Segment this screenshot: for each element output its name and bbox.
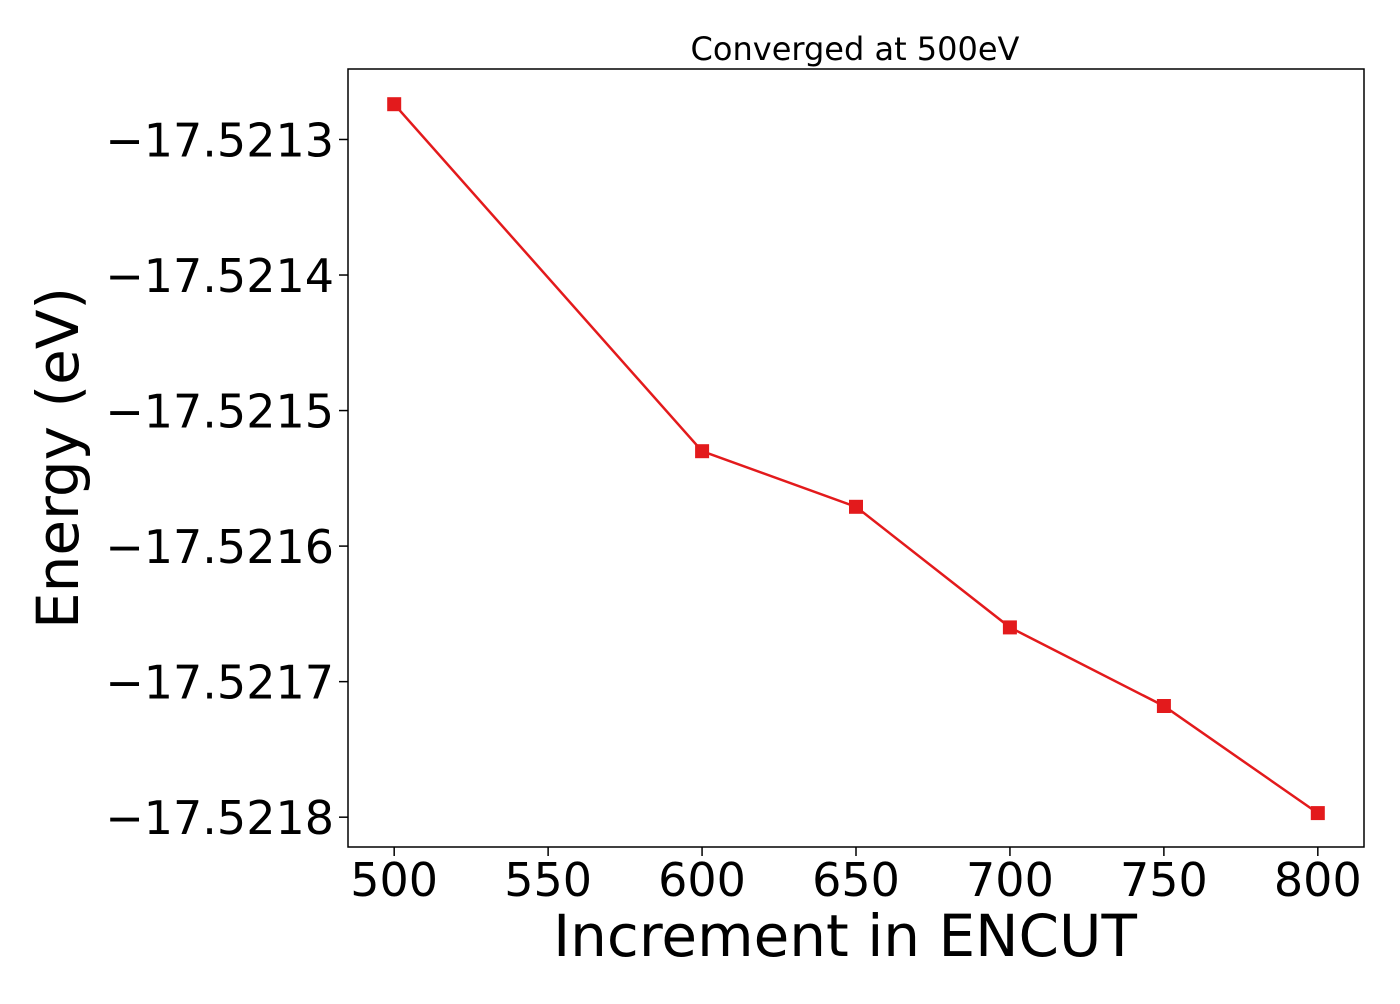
data-point-marker [849, 499, 863, 514]
y-tick-label: −17.5214 [105, 249, 334, 303]
chart-title: Converged at 500eV [691, 30, 1020, 68]
x-tick-label: 550 [504, 853, 592, 907]
x-tick-label: 750 [1120, 853, 1208, 907]
x-tick-label: 500 [350, 853, 438, 907]
x-tick-label: 700 [966, 853, 1054, 907]
y-axis-label: Energy (eV) [24, 287, 92, 629]
x-tick-label: 650 [812, 853, 900, 907]
series-line [393, 103, 1319, 815]
y-tick-label: −17.5215 [105, 385, 334, 439]
data-point-marker [1156, 699, 1171, 713]
x-axis-label: Increment in ENCUT [553, 902, 1137, 970]
y-tick-label: −17.5218 [105, 791, 334, 845]
y-tick-label: −17.5213 [105, 113, 334, 167]
data-point-marker [695, 444, 710, 459]
x-tick-label: 600 [658, 853, 746, 907]
x-axis: 500 550 600 650 700 750 800 [350, 847, 1362, 907]
data-point-marker [387, 97, 402, 112]
data-point-marker [1310, 806, 1325, 821]
y-axis: −17.5213 −17.5214 −17.5215 −17.5216 −17.5217… [105, 113, 348, 845]
data-point-marker [1002, 620, 1017, 635]
x-tick-label: 800 [1274, 853, 1362, 907]
y-tick-label: −17.5217 [105, 656, 334, 710]
series-layer [387, 97, 1325, 821]
plot-frame [347, 68, 1365, 848]
y-tick-label: −17.5216 [105, 520, 334, 574]
